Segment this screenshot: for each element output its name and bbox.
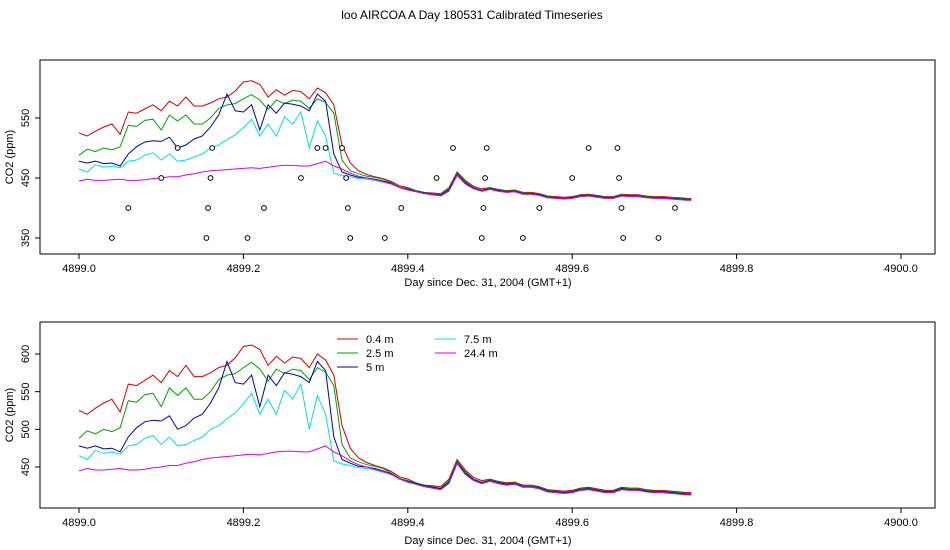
top-series-line-0 [78,80,692,199]
top-series-line-3 [78,110,692,201]
top-scatter-point [205,205,211,211]
bottom-axis-ticks: 4899.0 4899.2 4899.4 4899.6 4899.8 4900.0 450 5… [20,345,918,529]
bottom-y-tick-label: 500 [20,420,32,438]
bottom-x-tick-label: 4899.8 [720,517,754,529]
bottom-x-tick-label: 4899.0 [62,517,96,529]
bottom-x-axis-label: Day since Dec. 31, 2004 (GMT+1) [404,535,571,547]
bottom-y-tick-label: 550 [20,382,32,400]
top-scatter-point [158,175,165,181]
top-scatter-point [614,145,621,151]
top-y-tick-label: 450 [20,169,32,187]
top-scatter-point [480,205,487,211]
top-x-tick-label: 4899.0 [62,263,96,275]
top-scatter-point [536,205,543,211]
top-scatter-point [398,205,405,211]
top-scatter-point [339,145,345,151]
legend-label: 5 m [366,362,384,374]
top-scatter-point [174,145,181,151]
bottom-series-line-2 [78,359,692,495]
top-scatter-point [207,175,214,181]
figure-title: loo AIRCOA A Day 180531 Calibrated Times… [341,8,602,22]
top-scatter-point [203,235,210,241]
top-scatter-point [244,235,251,241]
top-scatter-point [672,205,678,211]
top-scatter-point [618,205,625,211]
legend-label: 7.5 m [464,334,492,346]
top-scatter-point [344,205,351,211]
bottom-series-line-0 [78,344,692,494]
top-scatter-point [381,235,388,241]
top-x-tick-label: 4899.8 [720,263,754,275]
top-scatter-point [616,175,622,181]
bottom-plot-frame [39,321,936,509]
legend-label: 24.4 m [464,348,498,360]
top-scatter-point [585,145,592,151]
top-scatter-point [482,175,488,181]
bottom-series-lines [78,344,692,496]
top-axis-ticks: 4899.0 4899.2 4899.4 4899.6 4899.8 4900.0 350 4… [20,109,918,275]
bottom-y-tick-label: 450 [20,458,32,476]
top-scatter-point [620,235,627,241]
top-y-tick-label: 550 [20,109,32,127]
top-scatter-point [322,145,329,151]
top-scatter-point [478,235,485,241]
top-panel: CO2 (ppm) Day since Dec. 31, 2004 (GMT+1… [4,59,936,289]
top-scatter-point [450,145,456,151]
bottom-legend: 0.4 m 2.5 m 5 m 7.5 m 24.4 m [337,334,498,374]
bottom-y-axis-label: CO2 (ppm) [4,388,16,442]
top-series-lines [78,80,692,201]
top-scatter-point [433,175,440,181]
top-y-axis-label: CO2 (ppm) [4,130,16,184]
bottom-panel: CO2 (ppm) Day since Dec. 31, 2004 (GMT+1… [4,321,936,547]
bottom-x-tick-label: 4899.2 [227,517,261,529]
top-x-tick-label: 4899.2 [227,263,261,275]
top-y-tick-label: 350 [20,229,32,247]
top-scatter-point [209,145,216,151]
legend-label: 2.5 m [366,348,394,360]
top-scatter-point [483,145,490,151]
bottom-series-line-4 [78,445,692,496]
bottom-series-line-1 [78,361,692,494]
top-scatter-point [569,175,576,181]
top-scatter-point [298,175,304,181]
bottom-x-tick-label: 4899.4 [391,517,425,529]
bottom-x-tick-label: 4900.0 [884,517,918,529]
top-scatter-points [108,145,678,241]
top-x-tick-label: 4900.0 [884,263,918,275]
bottom-y-tick-label: 600 [20,345,32,363]
top-scatter-point [343,175,350,181]
bottom-series-line-3 [78,382,692,496]
top-scatter-point [261,205,267,211]
top-scatter-point [519,235,526,241]
top-scatter-point [108,235,115,241]
top-x-tick-label: 4899.4 [391,263,425,275]
top-plot-frame [39,59,936,255]
top-series-line-1 [78,94,692,200]
top-scatter-point [314,145,321,151]
top-x-axis-label: Day since Dec. 31, 2004 (GMT+1) [404,277,571,289]
top-series-line-4 [78,160,692,201]
top-scatter-point [347,235,354,241]
top-series-line-2 [78,92,692,201]
top-scatter-point [655,235,662,241]
bottom-x-tick-label: 4899.6 [555,517,589,529]
top-x-tick-label: 4899.6 [555,263,589,275]
top-scatter-point [125,205,132,211]
legend-label: 0.4 m [366,334,394,346]
